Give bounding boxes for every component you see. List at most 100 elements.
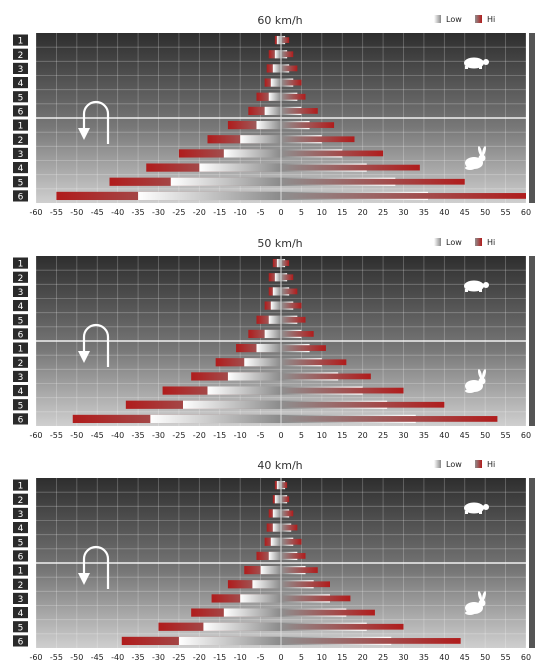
legend-label-hi: Hi xyxy=(487,238,495,247)
row-label-box xyxy=(13,635,28,647)
x-tick-label: 15 xyxy=(337,653,347,662)
row-label-box xyxy=(13,522,28,534)
bar-hi-right xyxy=(281,79,302,86)
x-tick-label: -50 xyxy=(70,208,83,217)
bar-hi-right xyxy=(281,150,384,157)
row-label-box xyxy=(13,271,28,283)
x-tick-label: -50 xyxy=(70,653,83,662)
row-label-box xyxy=(13,578,28,590)
bar-hi-right xyxy=(281,623,404,630)
row-label: 1 xyxy=(18,122,24,132)
row-label: 5 xyxy=(18,316,24,326)
row-label: 2 xyxy=(18,359,24,369)
bar-hi-right xyxy=(281,178,465,185)
bar-low-left xyxy=(264,106,281,116)
row-label-box xyxy=(13,300,28,312)
row-label-box xyxy=(13,385,28,397)
row-label: 2 xyxy=(18,136,24,146)
x-tick-label: 10 xyxy=(317,653,327,662)
legend-swatch-hi xyxy=(475,15,482,23)
x-tick-label: 5 xyxy=(299,653,304,662)
side-strip xyxy=(529,256,535,426)
row-label: 4 xyxy=(18,524,24,534)
x-tick-label: -15 xyxy=(213,208,226,217)
bar-hi-right xyxy=(281,482,288,488)
bar-hi-right xyxy=(281,538,302,545)
legend: Low Hi xyxy=(434,238,495,247)
x-tick-label: -35 xyxy=(132,208,145,217)
row-label-box xyxy=(13,34,28,46)
legend: Low Hi xyxy=(434,15,495,24)
x-tick-label: 35 xyxy=(419,653,429,662)
x-tick-label: -5 xyxy=(257,431,265,440)
bar-low-left xyxy=(207,386,281,395)
side-strip xyxy=(529,478,535,648)
row-label: 2 xyxy=(18,51,24,61)
bar-low-left xyxy=(256,343,281,353)
bar-hi-right xyxy=(281,331,314,337)
x-tick-label: -30 xyxy=(152,208,165,217)
row-label: 6 xyxy=(18,637,24,647)
x-tick-label: -55 xyxy=(50,208,63,217)
bar-hi-right xyxy=(281,510,294,517)
bar-low-left xyxy=(272,509,281,518)
rabbit-icon xyxy=(465,146,487,170)
bar-hi-right xyxy=(281,164,420,171)
bar-low-left xyxy=(256,120,281,130)
bar-hi-right xyxy=(281,638,461,644)
x-tick-label: 60 xyxy=(521,653,531,662)
row-label: 2 xyxy=(18,581,24,591)
row-label: 5 xyxy=(18,623,24,633)
bar-hi-right xyxy=(281,136,355,143)
bar-low-left xyxy=(138,191,281,201)
x-tick-label: 25 xyxy=(378,208,388,217)
row-label: 6 xyxy=(18,330,24,340)
x-tick-label: -60 xyxy=(29,208,42,217)
x-tick-label: 40 xyxy=(439,431,449,440)
row-label-box xyxy=(13,257,28,269)
row-label-box xyxy=(13,77,28,89)
u-turn-arrow-icon xyxy=(78,100,110,144)
bar-hi-right xyxy=(281,553,306,559)
chart-title: 60 km/h xyxy=(257,14,302,27)
bar-low-left xyxy=(240,594,281,603)
x-tick-label: 20 xyxy=(358,653,368,662)
row-label-box xyxy=(13,356,28,368)
row-label-box xyxy=(13,536,28,548)
row-label-box xyxy=(13,91,28,103)
bar-low-left xyxy=(227,372,281,381)
bar-hi-left xyxy=(227,120,281,130)
x-tick-label: -35 xyxy=(132,653,145,662)
bar-hi-right xyxy=(281,37,290,43)
x-tick-label: -30 xyxy=(152,431,165,440)
x-tick-label: -45 xyxy=(91,653,104,662)
row-label: 4 xyxy=(18,302,24,312)
x-tick-label: 5 xyxy=(299,431,304,440)
row-label-box xyxy=(13,493,28,505)
row-label-box xyxy=(13,48,28,60)
x-tick-label: -50 xyxy=(70,431,83,440)
bar-low-left xyxy=(270,301,281,310)
x-tick-label: 5 xyxy=(299,208,304,217)
row-label-box xyxy=(13,328,28,340)
x-tick-label: 45 xyxy=(460,208,470,217)
row-label: 3 xyxy=(18,288,24,298)
bar-hi-right xyxy=(281,496,290,503)
bar-hi-right xyxy=(281,581,330,588)
x-tick-label: -40 xyxy=(111,431,124,440)
bar-low-left xyxy=(183,400,281,409)
legend-swatch-low xyxy=(434,460,441,468)
bar-hi-right xyxy=(281,401,445,408)
bar-low-left xyxy=(199,163,281,172)
row-label-box xyxy=(13,507,28,519)
row-label: 6 xyxy=(18,192,24,202)
x-tick-label: 45 xyxy=(460,431,470,440)
rabbit-icon xyxy=(465,369,487,393)
x-tick-label: -40 xyxy=(111,208,124,217)
bar-hi-right xyxy=(281,65,298,72)
x-tick-label: 35 xyxy=(419,431,429,440)
row-label-box xyxy=(13,399,28,411)
x-tick-label: -40 xyxy=(111,653,124,662)
row-label: 4 xyxy=(18,609,24,619)
